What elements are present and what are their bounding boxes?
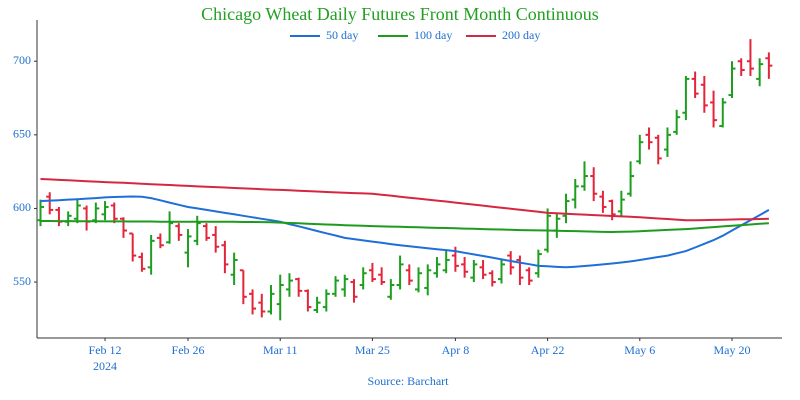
y-tick-label: 600 [13,200,31,214]
x-tick-label: Feb 12 [89,343,122,357]
x-tick-label: Feb 26 [172,343,205,357]
x-tick-label: May 6 [624,343,655,357]
source-note: Source: Barchart [368,374,450,388]
x-tick-label: Apr 22 [531,343,565,357]
moving-average-line [40,178,769,222]
chart-title: Chicago Wheat Daily Futures Front Month … [201,4,599,24]
x-tick-year: 2024 [93,359,117,373]
x-tick-label: Mar 25 [355,343,390,357]
x-tick-label: May 20 [714,343,751,357]
legend-label: 200 day [502,28,540,42]
y-tick-label: 650 [13,127,31,141]
moving-average-line [40,195,770,269]
x-tick-label: Mar 11 [263,343,298,357]
moving-average-line [40,220,769,234]
y-tick-label: 700 [13,53,31,67]
x-tick-label: Apr 8 [442,343,470,357]
legend-label: 50 day [326,28,358,42]
legend-label: 100 day [414,28,452,42]
y-tick-label: 550 [13,274,31,288]
